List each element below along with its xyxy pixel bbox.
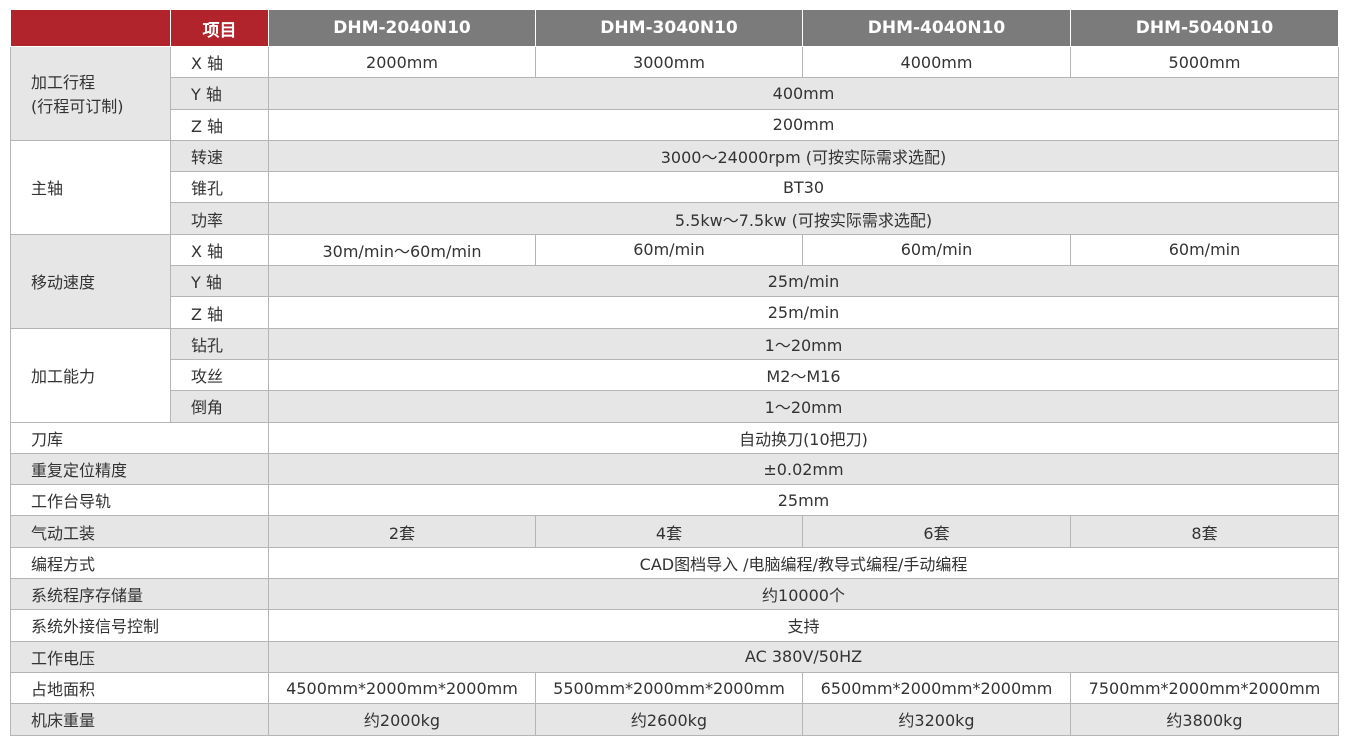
sub-label: 钻孔 [170,327,269,360]
row-label: 系统程序存储量 [10,578,269,611]
value-cell: 3000～24000rpm (可按实际需求选配) [268,139,1339,173]
sub-label: X 轴 [170,233,269,267]
value-cell: 6套 [802,515,1071,548]
value-cell: 30m/min～60m/min [268,233,536,267]
value-cell: 支持 [268,609,1339,642]
sub-label: 转速 [170,139,269,173]
row-label: 占地面积 [10,671,269,705]
value-cell: 5000mm [1070,45,1339,79]
row-label: 系统外接信号控制 [10,609,269,642]
value-cell: 1～20mm [268,327,1339,360]
sub-label: 功率 [170,202,269,235]
sub-label: 锥孔 [170,171,269,204]
value-cell: 约10000个 [268,578,1339,611]
header-model: DHM-2040N10 [268,9,536,47]
sub-label: X 轴 [170,45,269,79]
value-cell: 约2600kg [535,703,803,736]
table-row: 加工能力 钻孔 1～20mm [10,327,1339,423]
table-row: 移动速度 X 轴 30m/min～60m/min 60m/min 60m/min… [10,233,1339,329]
table-row: 编程方式 CAD图档导入 /电脑编程/教导式编程/手动编程 [10,546,1339,580]
header-model: DHM-5040N10 [1070,9,1339,47]
value-cell: 25mm [268,484,1339,517]
label-line: (行程可订制) [31,97,124,117]
table-row: 系统程序存储量 约10000个 [10,578,1339,611]
value-cell: 3000mm [535,45,803,79]
value-cell: AC 380V/50HZ [268,640,1339,673]
value-cell: 25m/min [268,296,1339,329]
table-row: 工作电压 AC 380V/50HZ [10,640,1339,673]
table-row: 工作台导轨 25mm [10,484,1339,517]
table-row: 重复定位精度 ±0.02mm [10,452,1339,486]
row-label: 气动工装 [10,515,269,548]
table-row: Z 轴 25m/min [11,296,1339,329]
table-row: 占地面积 4500mm*2000mm*2000mm 5500mm*2000mm*… [10,671,1339,705]
value-cell: 5500mm*2000mm*2000mm [535,671,803,705]
value-cell: 6500mm*2000mm*2000mm [802,671,1071,705]
table-row: 锥孔 BT30 [11,171,1339,204]
value-cell: 2套 [268,515,536,548]
value-cell: 25m/min [268,265,1339,298]
value-cell: 1～20mm [268,390,1339,423]
table-row: 攻丝 M2～M16 [11,358,1339,392]
value-cell: 60m/min [1070,233,1339,267]
table-row: 气动工装 2套 4套 6套 8套 [10,515,1339,548]
value-cell: M2～M16 [268,358,1339,392]
group-spindle-label: 主轴 [10,139,171,235]
label-line: 加工行程 [31,73,96,93]
sub-label: Y 轴 [170,265,269,298]
row-label: 重复定位精度 [10,452,269,486]
header-row: 项目 DHM-2040N10 DHM-3040N10 DHM-4040N10 D… [10,9,1339,47]
sub-label: Z 轴 [170,296,269,329]
header-blank [10,9,171,47]
table-row: Y 轴 25m/min [11,265,1339,298]
sub-label: Z 轴 [170,108,269,141]
value-cell: 5.5kw～7.5kw (可按实际需求选配) [268,202,1339,235]
header-model: DHM-4040N10 [802,9,1071,47]
value-cell: 8套 [1070,515,1339,548]
value-cell: 自动换刀(10把刀) [268,421,1339,454]
row-label: 工作台导轨 [10,484,269,517]
value-cell: 400mm [268,77,1339,110]
value-cell: 约3200kg [802,703,1071,736]
sub-label: 倒角 [170,390,269,423]
table-row: 主轴 转速 3000～24000rpm (可按实际需求选配) [10,139,1339,235]
value-cell: 4000mm [802,45,1071,79]
value-cell: 4套 [535,515,803,548]
table-row: 功率 5.5kw～7.5kw (可按实际需求选配) [11,202,1339,235]
table-row: 系统外接信号控制 支持 [10,609,1339,642]
value-cell: 7500mm*2000mm*2000mm [1070,671,1339,705]
row-label: 机床重量 [10,703,269,736]
value-cell: 200mm [268,108,1339,141]
group-travel-label: 加工行程 (行程可订制) [10,46,171,141]
value-cell: 60m/min [802,233,1071,267]
header-item: 项目 [170,9,269,47]
value-cell: 60m/min [535,233,803,267]
table-row: Y 轴 400mm [11,77,1339,110]
sub-label: Y 轴 [170,77,269,110]
table-row: 倒角 1～20mm [11,390,1339,423]
table-row: Z 轴 200mm [11,108,1339,141]
table-row: 加工行程 (行程可订制) X 轴 2000mm 3000mm 4000mm 500… [10,45,1339,141]
group-move-label: 移动速度 [10,233,171,329]
value-cell: 2000mm [268,45,536,79]
group-ability-label: 加工能力 [10,327,171,423]
value-cell: CAD图档导入 /电脑编程/教导式编程/手动编程 [268,546,1339,580]
sub-label: 攻丝 [170,358,269,392]
value-cell: 4500mm*2000mm*2000mm [268,671,536,705]
header-model: DHM-3040N10 [535,9,803,47]
value-cell: BT30 [268,171,1339,204]
value-cell: ±0.02mm [268,452,1339,486]
spec-table: 项目 DHM-2040N10 DHM-3040N10 DHM-4040N10 D… [10,9,1339,736]
row-label: 编程方式 [10,546,269,580]
value-cell: 约3800kg [1070,703,1339,736]
table-row: 机床重量 约2000kg 约2600kg 约3200kg 约3800kg [10,703,1339,736]
row-label: 刀库 [10,421,269,454]
value-cell: 约2000kg [268,703,536,736]
row-label: 工作电压 [10,640,269,673]
table-row: 刀库 自动换刀(10把刀) [10,421,1339,454]
